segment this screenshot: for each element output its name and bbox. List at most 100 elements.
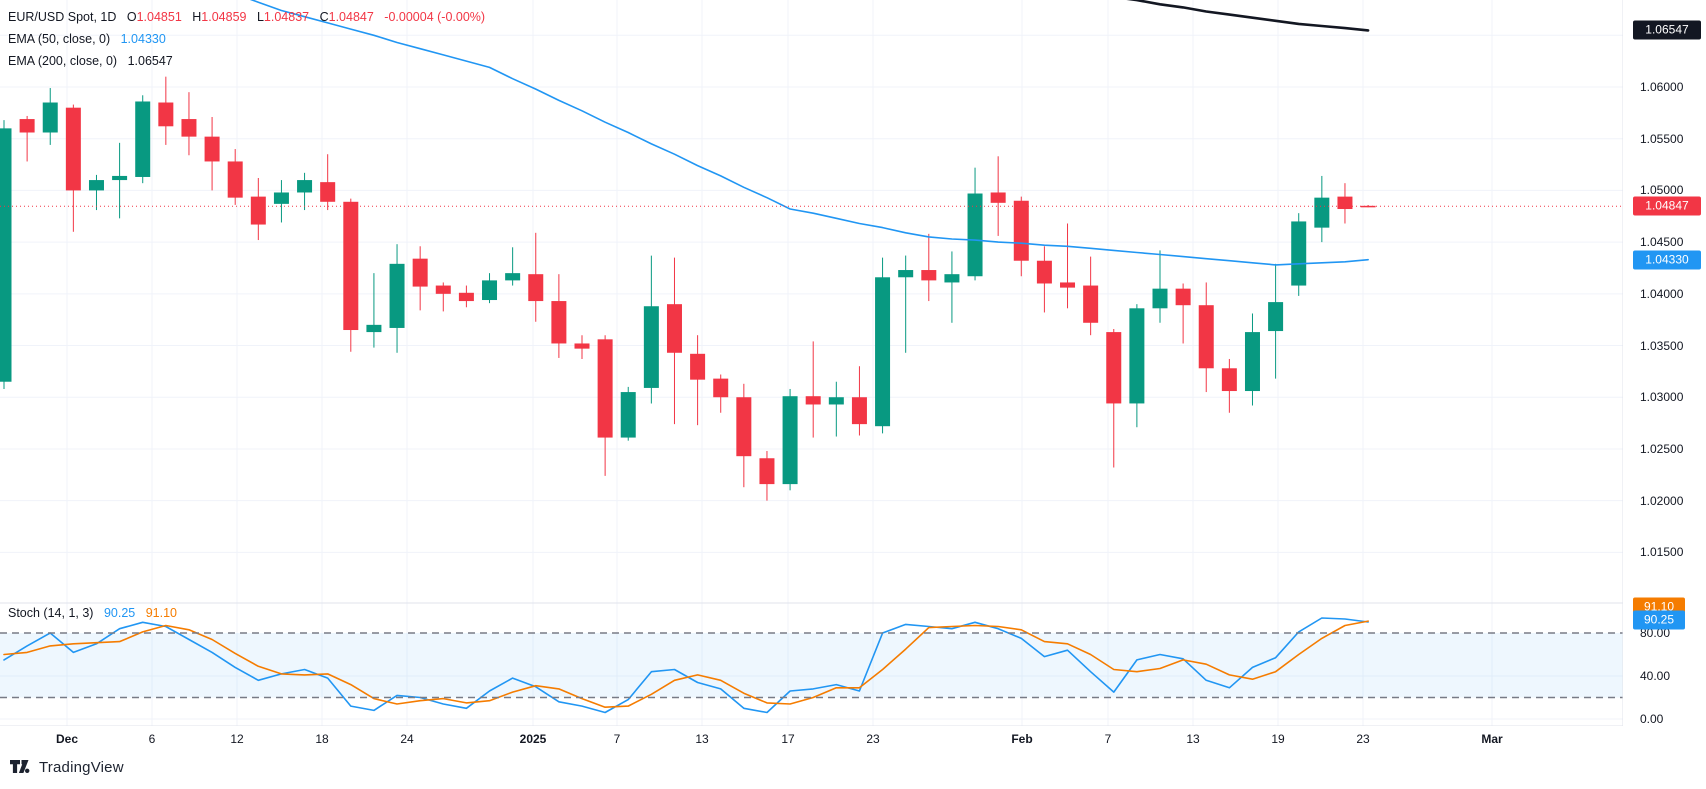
stoch-label[interactable]: Stoch (14, 1, 3) — [8, 606, 94, 620]
price-tick-label: 1.04000 — [1640, 286, 1684, 301]
time-axis-label: 7 — [613, 732, 621, 746]
change-value: -0.00004 (-0.00%) — [384, 10, 486, 24]
close-label: C — [319, 10, 329, 24]
candle-body — [944, 274, 960, 283]
ema50-label[interactable]: EMA (50, close, 0) — [8, 32, 111, 46]
candle-body — [1244, 332, 1260, 392]
ema200-label[interactable]: EMA (200, close, 0) — [8, 54, 118, 68]
candle-body — [135, 101, 151, 177]
price-badge: 1.04330 — [1633, 250, 1701, 270]
tradingview-logo-icon — [10, 759, 30, 773]
time-axis-label: Feb — [1011, 732, 1033, 746]
candle-body — [88, 180, 104, 191]
candle-body — [482, 280, 498, 301]
candle-body — [458, 292, 474, 302]
price-badge: 1.06547 — [1633, 20, 1701, 40]
time-axis-panel[interactable] — [0, 726, 1623, 753]
stoch-legend-row: Stoch (14, 1, 3) 90.25 91.10 — [8, 606, 177, 620]
ema200-value: 1.06547 — [127, 54, 173, 68]
candle-body — [805, 396, 821, 405]
candle-body — [343, 201, 359, 331]
stoch-tick-label: 40.00 — [1640, 669, 1671, 683]
time-axis-label: 24 — [400, 732, 414, 746]
high-value: 1.04859 — [201, 10, 247, 24]
candle-body — [620, 392, 636, 438]
candle-body — [297, 180, 313, 193]
candle-body — [505, 273, 521, 281]
candle-body — [0, 128, 12, 382]
open-value: 1.04851 — [136, 10, 182, 24]
candle-body — [690, 353, 706, 380]
candle-body — [1152, 288, 1168, 309]
time-axis-label: 18 — [315, 732, 329, 746]
candle-body — [1221, 368, 1237, 392]
candle-body — [1337, 196, 1353, 210]
time-axis-label: 23 — [866, 732, 880, 746]
time-axis-label: 13 — [695, 732, 709, 746]
tradingview-logo[interactable]: TradingView — [10, 759, 124, 776]
stoch-band-fill — [0, 633, 1623, 698]
ema50-value: 1.04330 — [120, 32, 166, 46]
candle-body — [1083, 285, 1099, 323]
candle-body — [713, 378, 729, 398]
candle-body — [921, 270, 937, 281]
ema50-legend-row: EMA (50, close, 0) 1.04330 — [8, 28, 485, 50]
candle-body — [19, 119, 35, 133]
candle-body — [528, 274, 544, 302]
candle-body — [112, 175, 128, 181]
tradingview-logo-text: TradingView — [39, 759, 124, 776]
candle-body — [782, 396, 798, 485]
candle-body — [643, 306, 659, 388]
time-axis-label: Mar — [1481, 732, 1503, 746]
price-tick-label: 1.05000 — [1640, 183, 1684, 198]
candle-body — [851, 397, 867, 425]
candle-body — [320, 182, 336, 202]
symbol-title[interactable]: EUR/USD Spot, 1D — [8, 10, 117, 24]
candle-body — [759, 458, 775, 485]
candle-body — [181, 119, 197, 137]
price-tick-label: 1.03500 — [1640, 338, 1684, 353]
time-axis-label: 7 — [1104, 732, 1112, 746]
legend: EUR/USD Spot, 1D O1.04851 H1.04859 L1.04… — [8, 6, 485, 72]
stoch-d-line — [3, 620, 1369, 709]
stoch-tick-label: 0.00 — [1640, 712, 1664, 726]
candle-body — [227, 161, 243, 198]
time-axis-label: 2025 — [519, 732, 547, 746]
candle-body — [1013, 200, 1029, 261]
stoch-badge: 90.25 — [1633, 610, 1685, 630]
price-tick-label: 1.01500 — [1640, 545, 1684, 560]
stoch-k-value: 90.25 — [103, 606, 136, 620]
time-axis-label: 17 — [781, 732, 795, 746]
candle-body — [435, 285, 451, 294]
candle-body — [736, 397, 752, 457]
candle-body — [1060, 282, 1076, 288]
price-tick-label: 1.04500 — [1640, 235, 1684, 250]
candle-body — [597, 339, 613, 438]
price-tick-label: 1.05500 — [1640, 131, 1684, 146]
candle-body — [158, 102, 174, 127]
time-axis-label: Dec — [55, 732, 79, 746]
candle-body — [389, 263, 405, 328]
time-axis-label: 6 — [148, 732, 156, 746]
candle-body — [42, 102, 58, 133]
candle-body — [412, 258, 428, 287]
candle-body — [990, 192, 1006, 203]
price-axis-panel[interactable] — [1623, 0, 1706, 753]
time-axis-label: 13 — [1186, 732, 1200, 746]
candle-body — [1198, 305, 1214, 369]
candle-body — [250, 196, 266, 225]
candle-body — [1106, 332, 1122, 404]
high-label: H — [192, 10, 202, 24]
candle-body — [1291, 221, 1307, 286]
candle-body — [967, 193, 983, 277]
candle-body — [1036, 260, 1052, 284]
candle-body — [666, 304, 682, 353]
low-label: L — [256, 10, 264, 24]
time-axis-label: 19 — [1271, 732, 1285, 746]
candle-body — [273, 192, 289, 204]
candle-body — [65, 107, 81, 191]
ema50-line — [249, 0, 1369, 266]
close-value: 1.04847 — [328, 10, 374, 24]
